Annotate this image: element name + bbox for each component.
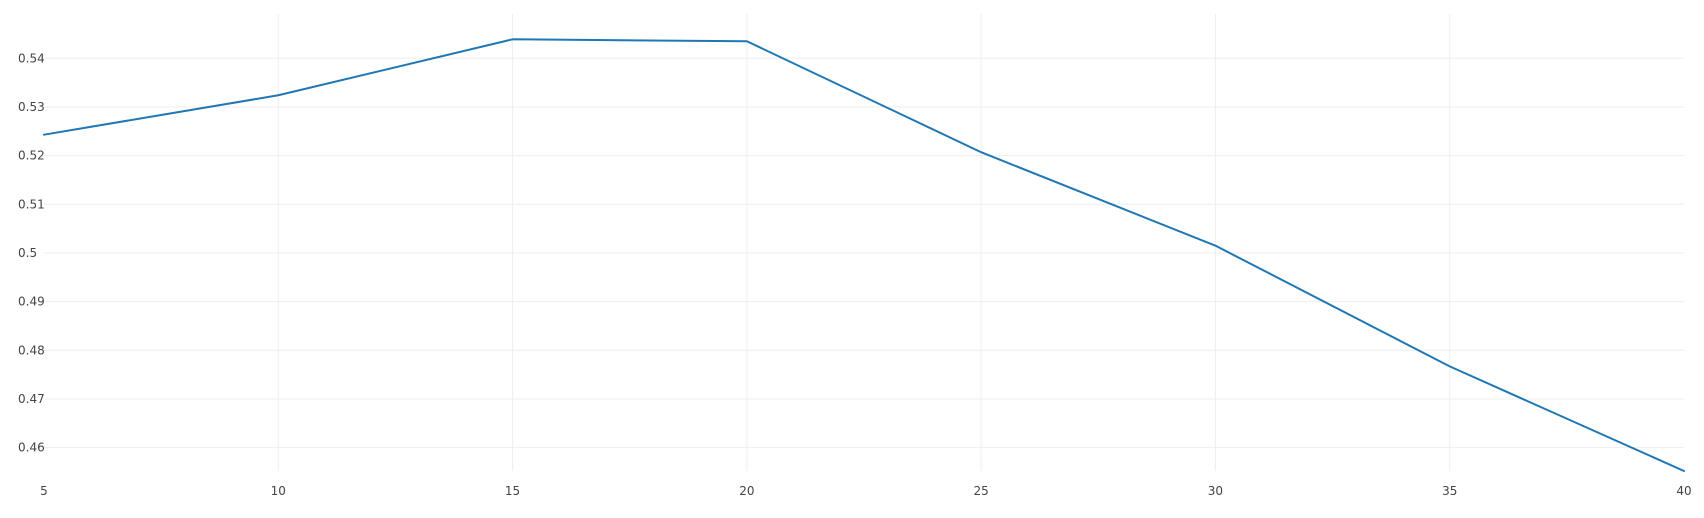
x-tick-label: 15: [505, 484, 520, 498]
y-tick-label: 0.52: [18, 149, 45, 163]
x-tick-label: 10: [271, 484, 286, 498]
x-tick-label: 30: [1208, 484, 1223, 498]
x-tick-label: 40: [1676, 484, 1691, 498]
series-layer: [43, 38, 1685, 472]
y-tick-label: 0.46: [18, 441, 45, 455]
y-tick-label: 0.47: [18, 392, 45, 406]
x-tick-label: 35: [1442, 484, 1457, 498]
x-tick-label: 20: [739, 484, 754, 498]
y-tick-label: 0.5: [18, 246, 37, 260]
y-tick-label: 0.49: [18, 295, 45, 309]
series-line: [43, 38, 1685, 472]
y-tick-label: 0.51: [18, 197, 45, 211]
x-tick-label: 5: [40, 484, 48, 498]
grid-lines: [44, 14, 1684, 471]
y-tick-label: 0.53: [18, 100, 45, 114]
y-tick-label: 0.48: [18, 343, 45, 357]
x-tick-label: 25: [974, 484, 989, 498]
y-tick-label: 0.54: [18, 51, 45, 65]
y-axis: 0.46 0.47 0.48 0.49 0.5 0.51 0.52 0.53 0.54: [18, 51, 45, 454]
x-axis: 5 10 15 20 25 30 35 40: [40, 484, 1691, 498]
